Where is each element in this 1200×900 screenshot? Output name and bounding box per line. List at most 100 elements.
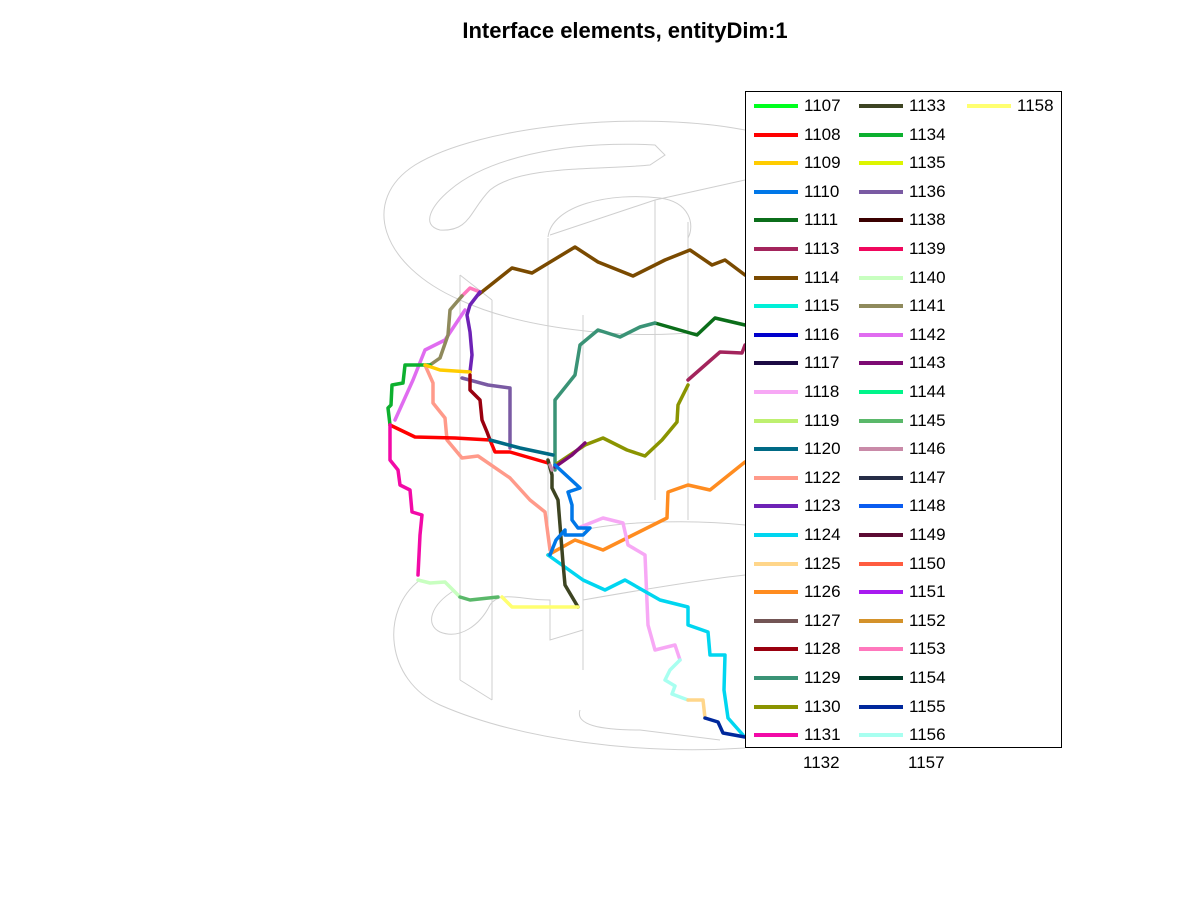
legend-label: 1122	[804, 467, 841, 487]
legend-swatch	[859, 618, 903, 623]
legend-swatch	[859, 561, 903, 566]
legend-swatch	[754, 704, 798, 709]
legend-swatch	[754, 104, 798, 108]
legend-label: 1146	[909, 439, 946, 459]
legend-label: 1152	[909, 610, 946, 630]
legend-label: 1124	[804, 525, 841, 544]
legend-swatch	[859, 447, 903, 452]
legend-label: 1131	[804, 725, 841, 745]
legend-swatch	[859, 647, 903, 652]
legend-label: 1129	[804, 668, 841, 687]
legend-swatch	[754, 561, 798, 566]
legend-swatch	[859, 390, 903, 394]
legend-swatch	[859, 332, 903, 337]
curve-1122	[423, 363, 552, 552]
legend-label: 1127	[804, 610, 841, 630]
curve-1136	[460, 376, 512, 450]
legend-swatch	[754, 618, 798, 623]
legend-swatch	[859, 590, 903, 595]
legend-label: 1125	[804, 553, 841, 573]
curve-1158	[500, 595, 580, 609]
curve-1153	[460, 286, 482, 298]
legend-label: 1138	[909, 210, 946, 230]
legend-swatch	[859, 104, 903, 108]
legend-swatch	[754, 132, 798, 137]
legend-swatch	[754, 475, 798, 480]
box-edge	[459, 679, 493, 701]
legend-swatch	[754, 304, 798, 309]
legend-overflow-label: 1157	[908, 753, 945, 772]
curve-1146	[548, 463, 554, 472]
legend-swatch	[754, 447, 798, 452]
legend-swatch	[754, 247, 798, 251]
legend-swatch	[754, 332, 798, 337]
legend-swatch	[859, 733, 903, 738]
legend-label: 1120	[804, 439, 841, 459]
curve-1145	[458, 595, 500, 602]
geometry-wireframe	[383, 120, 746, 751]
legend-label: 1145	[909, 410, 946, 430]
legend-label: 1128	[804, 639, 841, 659]
curve-1114	[476, 245, 747, 297]
legend-swatch	[967, 104, 1011, 108]
legend-swatch	[754, 590, 798, 595]
bottom-spiral-slot	[431, 589, 584, 641]
legend-swatch	[754, 189, 798, 194]
curve-1134	[386, 363, 432, 427]
legend-swatch	[859, 247, 903, 251]
legend-label: 1115	[804, 296, 840, 316]
legend-label: 1108	[804, 124, 841, 144]
legend-label: 1141	[909, 296, 946, 316]
legend-swatch	[754, 390, 798, 394]
legend-label: 1144	[909, 382, 946, 401]
legend-label: 1150	[909, 553, 946, 573]
legend-label: 1142	[909, 324, 946, 344]
legend-label: 1135	[909, 153, 946, 173]
legend-label: 1133	[909, 96, 946, 115]
curve-1109	[423, 363, 472, 374]
figure-title: Interface elements, entityDim:1	[462, 18, 788, 43]
top-spiral-slot	[429, 143, 666, 231]
interface-curves	[386, 245, 747, 739]
legend-label: 1116	[804, 324, 840, 344]
legend-label: 1126	[804, 582, 841, 602]
legend-label: 1149	[909, 525, 946, 544]
curve-1143	[553, 441, 587, 469]
legend-swatch	[859, 275, 903, 280]
bottom-ring-top	[582, 521, 746, 531]
legend-swatch	[754, 647, 798, 652]
curve-1123	[465, 290, 482, 374]
legend-label: 1134	[909, 124, 946, 144]
curve-1129	[553, 321, 657, 472]
bottom-edge-right	[582, 574, 746, 601]
legend-swatch	[754, 533, 798, 537]
legend-swatch	[859, 361, 903, 366]
curve-1140	[416, 578, 462, 599]
legend-swatch	[859, 132, 903, 137]
top-edge-right	[549, 179, 746, 236]
curve-1128	[468, 373, 492, 442]
legend-swatch	[859, 676, 903, 680]
legend-swatch	[859, 704, 903, 709]
curve-1131	[388, 423, 424, 577]
legend-overflow-label: 1132	[803, 753, 840, 772]
legend-swatch	[859, 161, 903, 166]
legend-label: 1156	[909, 725, 946, 745]
curve-1155	[703, 716, 747, 739]
curve-1130	[553, 383, 690, 467]
legend-label: 1151	[909, 582, 946, 602]
legend-label: 1155	[909, 696, 946, 716]
legend-swatch	[754, 361, 798, 366]
legend-label: 1118	[804, 382, 840, 401]
curve-1126	[546, 460, 747, 557]
curve-1111	[653, 316, 747, 337]
legend-swatch	[859, 475, 903, 480]
curve-1120	[488, 438, 555, 457]
legend-label: 1139	[909, 239, 946, 258]
legend-label: 1153	[909, 639, 946, 659]
legend-label: 1154	[909, 668, 946, 687]
legend-label: 1136	[909, 181, 946, 201]
curve-1110	[548, 463, 592, 557]
top-ring-inner	[547, 196, 692, 239]
legend-label: 1158	[1017, 96, 1054, 115]
